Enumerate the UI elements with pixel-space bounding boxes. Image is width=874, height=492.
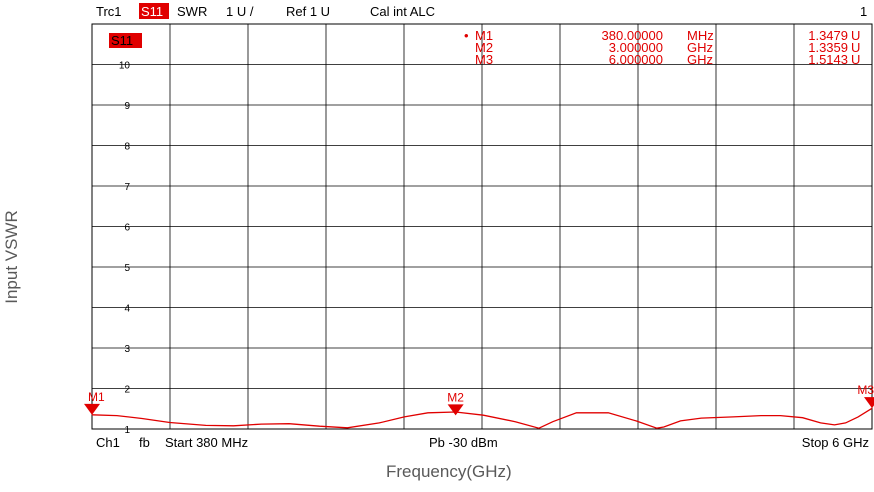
marker-table: • M1 380.00000 MHz 1.3479 U M2 3.000000 GHz 1.335… [464, 28, 860, 67]
trace-label: Trc1 [96, 4, 122, 19]
marker-triangle [864, 397, 874, 409]
cal-label: Cal int ALC [370, 4, 435, 19]
marker-triangle [84, 403, 100, 415]
marker-table-cell: MHz [687, 28, 714, 43]
marker-table-cell: 6.000000 [609, 52, 663, 67]
trace-line [91, 407, 873, 429]
marker-table-cell: M2 [475, 40, 493, 55]
grid [92, 24, 872, 430]
x-axis-label: Frequency(GHz) [386, 462, 512, 481]
y-tick-label: 3 [124, 344, 130, 355]
marker-label: M3 [857, 383, 874, 397]
marker-label: M2 [447, 390, 464, 404]
s11-badge-bg [109, 33, 142, 48]
s11-badge: S11 [111, 33, 133, 48]
y-tick-label: 10 [119, 61, 131, 72]
marker-table-cell: M3 [475, 52, 493, 67]
markers: M1 M2 M3 [84, 383, 874, 416]
y-tick-labels: 1 2 3 4 5 6 7 8 9 10 [119, 61, 131, 437]
footer-stop: Stop 6 GHz [802, 435, 869, 450]
marker-triangle [447, 404, 464, 416]
marker-table-cell: • [464, 28, 469, 43]
y-tick-label: 4 [124, 304, 130, 315]
marker-table-cell: U [851, 28, 860, 43]
footer-channel: Ch1 [96, 435, 120, 450]
ref-label: Ref 1 U [286, 4, 330, 19]
marker-table-cell: 1.3359 [808, 40, 848, 55]
y-tick-label: 6 [124, 223, 130, 234]
y-tick-label: 5 [124, 263, 130, 274]
param-badge-bg [139, 3, 169, 19]
param-label: S11 [141, 4, 163, 19]
footer-mode: fb [139, 435, 150, 450]
scale-label: 1 U / [226, 4, 254, 19]
y-tick-label: 8 [124, 142, 130, 153]
marker-table-cell: 1.5143 [808, 52, 848, 67]
y-axis-label-box: Input VSWR [0, 182, 24, 332]
marker-table-cell: M1 [475, 28, 493, 43]
marker-table-cell: GHz [687, 52, 713, 67]
format-label: SWR [177, 4, 207, 19]
y-tick-label: 7 [124, 182, 130, 193]
marker-table-cell: GHz [687, 40, 713, 55]
footer-start: Start 380 MHz [165, 435, 248, 450]
y-axis-label: Input VSWR [2, 210, 21, 304]
marker-label: M1 [88, 390, 105, 404]
channel-number: 1 [860, 4, 867, 19]
marker-table-cell: 1.3479 [808, 28, 848, 43]
y-tick-label: 2 [124, 385, 130, 396]
y-tick-label: 1 [124, 425, 130, 436]
marker-table-cell: U [851, 40, 860, 55]
marker-table-cell: U [851, 52, 860, 67]
marker-table-cell: 380.00000 [602, 28, 663, 43]
y-tick-label: 9 [124, 101, 130, 112]
marker-table-cell: 3.000000 [609, 40, 663, 55]
footer-power: Pb -30 dBm [429, 435, 498, 450]
